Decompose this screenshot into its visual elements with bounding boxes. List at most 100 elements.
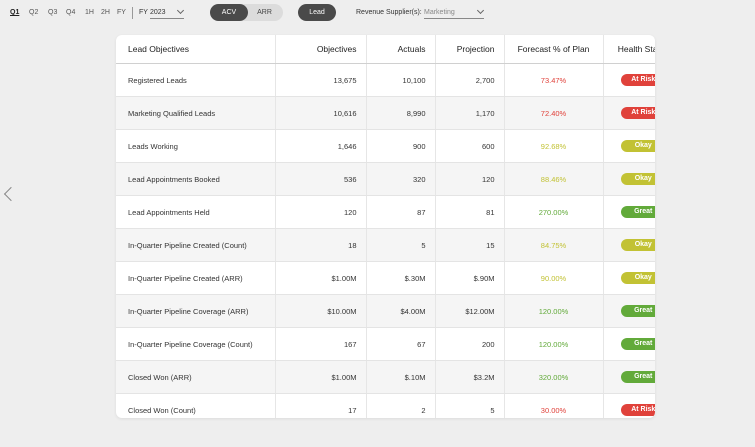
cell-lead-objective: In-Quarter Pipeline Created (ARR) <box>116 261 276 295</box>
cell-actuals: $4.00M <box>366 294 436 328</box>
cell-actuals: 320 <box>366 162 436 196</box>
period-q1[interactable]: Q1 <box>10 9 20 16</box>
cell-forecast: 90.00% <box>504 261 604 295</box>
cell-objectives: 120 <box>275 195 367 229</box>
header-actuals[interactable]: Actuals <box>366 35 436 64</box>
cell-health-status: At Risk <box>603 393 655 418</box>
chevron-left-icon[interactable] <box>3 186 19 202</box>
cell-health-status: Okay <box>603 261 655 295</box>
cell-objectives: $10.00M <box>275 294 367 328</box>
toggle-arr[interactable]: ARR <box>257 9 272 16</box>
fiscal-year-select[interactable]: 2023 <box>150 6 185 19</box>
period-1h[interactable]: 1H <box>85 9 94 16</box>
header-forecast[interactable]: Forecast % of Plan <box>504 35 604 64</box>
header-projection[interactable]: Projection <box>435 35 505 64</box>
cell-projection: $3.2M <box>435 360 505 394</box>
cell-actuals: 900 <box>366 129 436 163</box>
revenue-supplier-value: Marketing <box>424 9 455 16</box>
table-row[interactable]: Closed Won (ARR) $1.00M $.10M $3.2M 320.00% G… <box>116 360 655 394</box>
table-row[interactable]: Closed Won (Count) 17 2 5 30.00% At Risk <box>116 393 655 418</box>
period-q4[interactable]: Q4 <box>66 9 76 16</box>
period-q3[interactable]: Q3 <box>48 9 58 16</box>
cell-health-status: At Risk <box>603 96 655 130</box>
cell-projection: 81 <box>435 195 505 229</box>
header-lead-objectives[interactable]: Lead Objectives <box>116 35 276 64</box>
status-badge: At Risk <box>621 74 655 86</box>
revenue-supplier-select[interactable]: Marketing <box>424 6 485 19</box>
cell-objectives: 10,616 <box>275 96 367 130</box>
chevron-down-icon <box>476 6 485 15</box>
status-badge: Okay <box>621 140 655 152</box>
cell-actuals: $.30M <box>366 261 436 295</box>
cell-forecast: 73.47% <box>504 63 604 97</box>
table-row[interactable]: Marketing Qualified Leads 10,616 8,990 1,17… <box>116 96 655 130</box>
table-row[interactable]: Leads Working 1,646 900 600 92.68% Okay <box>116 129 655 163</box>
cell-actuals: 10,100 <box>366 63 436 97</box>
cell-health-status: Great <box>603 327 655 361</box>
cell-objectives: 13,675 <box>275 63 367 97</box>
table-row[interactable]: In-Quarter Pipeline Coverage (ARR) $10.00… <box>116 294 655 328</box>
cell-forecast: 88.46% <box>504 162 604 196</box>
status-badge: Great <box>621 206 655 218</box>
status-badge: Great <box>621 305 655 317</box>
cell-projection: 1,170 <box>435 96 505 130</box>
cell-projection: 5 <box>435 393 505 418</box>
cell-lead-objective: Closed Won (Count) <box>116 393 276 418</box>
cell-actuals: 67 <box>366 327 436 361</box>
cell-lead-objective: Lead Appointments Booked <box>116 162 276 196</box>
lead-objectives-table-card: Lead Objectives Objectives Actuals Proje… <box>116 35 655 418</box>
toggle-acv[interactable]: ACV <box>210 4 248 21</box>
period-fy[interactable]: FY <box>117 9 126 16</box>
revenue-supplier-label: Revenue Supplier(s): <box>356 9 422 16</box>
cell-forecast: 320.00% <box>504 360 604 394</box>
cell-actuals: $.10M <box>366 360 436 394</box>
metric-toggle: ACV ARR <box>210 4 283 21</box>
status-badge: Okay <box>621 173 655 185</box>
status-badge: Okay <box>621 239 655 251</box>
cell-lead-objective: Marketing Qualified Leads <box>116 96 276 130</box>
table-row[interactable]: Lead Appointments Booked 536 320 120 88.46% O… <box>116 162 655 196</box>
cell-forecast: 92.68% <box>504 129 604 163</box>
status-badge: Great <box>621 338 655 350</box>
cell-health-status: Great <box>603 360 655 394</box>
table-row[interactable]: Registered Leads 13,675 10,100 2,700 73.47% A… <box>116 63 655 97</box>
cell-objectives: 167 <box>275 327 367 361</box>
divider <box>132 7 133 19</box>
cell-lead-objective: Registered Leads <box>116 63 276 97</box>
status-badge: Okay <box>621 272 655 284</box>
cell-forecast: 72.40% <box>504 96 604 130</box>
header-objectives[interactable]: Objectives <box>275 35 367 64</box>
cell-projection: 2,700 <box>435 63 505 97</box>
table-row[interactable]: In-Quarter Pipeline Coverage (Count) 167 6… <box>116 327 655 361</box>
cell-projection: 15 <box>435 228 505 262</box>
cell-health-status: Okay <box>603 228 655 262</box>
cell-health-status: Okay <box>603 129 655 163</box>
cell-objectives: 18 <box>275 228 367 262</box>
chevron-down-icon <box>176 6 185 15</box>
cell-health-status: Great <box>603 195 655 229</box>
cell-lead-objective: Closed Won (ARR) <box>116 360 276 394</box>
cell-health-status: Great <box>603 294 655 328</box>
table-row[interactable]: Lead Appointments Held 120 87 81 270.00% Grea… <box>116 195 655 229</box>
cell-health-status: Okay <box>603 162 655 196</box>
cell-objectives: $1.00M <box>275 261 367 295</box>
table-row[interactable]: In-Quarter Pipeline Created (Count) 18 5 15… <box>116 228 655 262</box>
lead-objectives-table: Lead Objectives Objectives Actuals Proje… <box>116 35 655 418</box>
cell-forecast: 30.00% <box>504 393 604 418</box>
header-health-status[interactable]: Health Status <box>603 35 655 64</box>
cell-lead-objective: Lead Appointments Held <box>116 195 276 229</box>
lead-button[interactable]: Lead <box>298 4 336 21</box>
cell-projection: $12.00M <box>435 294 505 328</box>
cell-forecast: 120.00% <box>504 294 604 328</box>
cell-forecast: 120.00% <box>504 327 604 361</box>
cell-forecast: 84.75% <box>504 228 604 262</box>
cell-actuals: 5 <box>366 228 436 262</box>
cell-forecast: 270.00% <box>504 195 604 229</box>
period-2h[interactable]: 2H <box>101 9 110 16</box>
table-row[interactable]: In-Quarter Pipeline Created (ARR) $1.00M $… <box>116 261 655 295</box>
period-q2[interactable]: Q2 <box>29 9 39 16</box>
cell-objectives: 536 <box>275 162 367 196</box>
cell-actuals: 2 <box>366 393 436 418</box>
cell-objectives: $1.00M <box>275 360 367 394</box>
status-badge: At Risk <box>621 107 655 119</box>
